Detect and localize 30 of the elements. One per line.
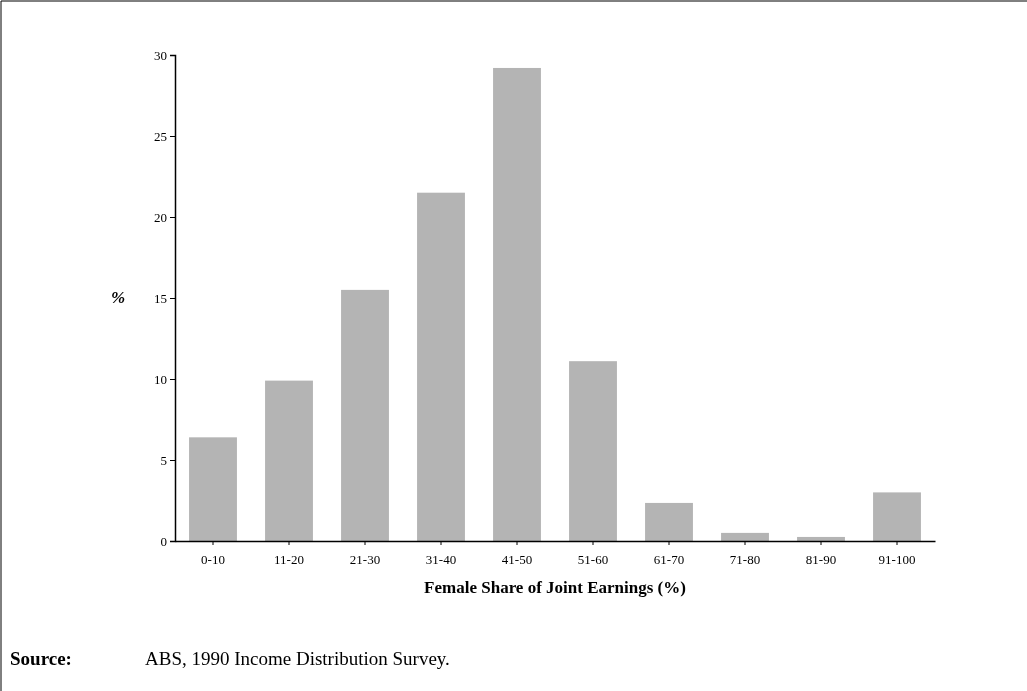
bar bbox=[417, 192, 465, 541]
x-tick-label: 61-70 bbox=[653, 551, 685, 567]
bar bbox=[189, 437, 237, 541]
y-tick-label: 15 bbox=[154, 290, 167, 306]
x-tick-label: 11-20 bbox=[274, 551, 304, 567]
x-tick-label: 51-60 bbox=[577, 551, 609, 567]
bar bbox=[493, 67, 541, 541]
bar bbox=[645, 502, 693, 541]
bar bbox=[873, 492, 921, 541]
bar bbox=[341, 289, 389, 541]
x-tick-label: 21-30 bbox=[349, 551, 381, 567]
y-tick-label: 25 bbox=[154, 128, 167, 144]
y-tick-label: 5 bbox=[160, 452, 167, 468]
x-tick-label: 41-50 bbox=[501, 551, 533, 567]
x-tick-label: 31-40 bbox=[425, 551, 457, 567]
y-tick-label: 20 bbox=[154, 209, 167, 225]
x-axis-title: Female Share of Joint Earnings (%) bbox=[424, 578, 686, 597]
y-tick-label: 0 bbox=[160, 533, 167, 549]
text: Source: ABS, 1990 Income Distribution Survey. bbox=[10, 648, 450, 669]
x-tick-label: 0-10 bbox=[201, 551, 225, 567]
bar bbox=[797, 536, 845, 541]
y-axis-title: % bbox=[110, 288, 126, 307]
x-tick-label: 81-90 bbox=[805, 551, 837, 567]
x-tick-label: 91-100 bbox=[878, 551, 916, 567]
y-tick-label: 30 bbox=[154, 47, 167, 63]
y-tick-label: 10 bbox=[154, 371, 167, 387]
bar bbox=[265, 380, 313, 541]
x-tick-label: 71-80 bbox=[729, 551, 761, 567]
bar bbox=[569, 361, 617, 541]
bar bbox=[721, 532, 769, 541]
